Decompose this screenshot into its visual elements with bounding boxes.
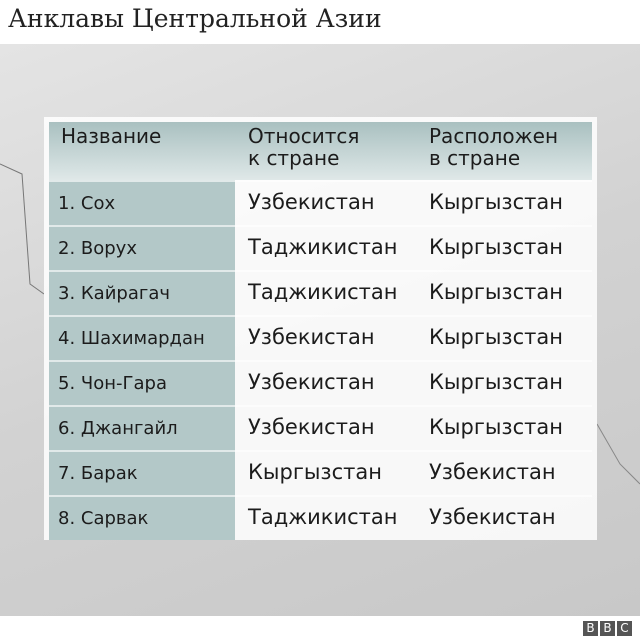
belongs-to-cell: Узбекистан [248,190,375,214]
located-in-cell: Узбекистан [429,505,556,529]
table-row [49,180,592,226]
column-header: Относится к стране [248,124,360,170]
name-cell: 4. Шахимардан [58,328,205,349]
located-in-cell: Кыргызстан [429,190,563,214]
name-cell: 3. Кайрагач [58,283,170,304]
table-row [49,495,592,541]
name-cell: 8. Сарвак [58,508,149,529]
column-header: Название [61,124,162,148]
column-header: Расположен в стране [429,124,559,170]
bbc-logo-b1: B [583,621,598,636]
table-row [49,315,592,361]
table-header [49,122,592,180]
table-row [49,225,592,271]
belongs-to-cell: Кыргызстан [248,460,382,484]
table-row [49,360,592,406]
located-in-cell: Кыргызстан [429,370,563,394]
table-row [49,270,592,316]
name-cell: 5. Чон-Гара [58,373,167,394]
footer [0,616,640,640]
located-in-cell: Кыргызстан [429,235,563,259]
located-in-cell: Кыргызстан [429,280,563,304]
table-row [49,405,592,451]
bbc-logo-b2: B [600,621,615,636]
belongs-to-cell: Таджикистан [248,235,398,259]
name-cell: 2. Ворух [58,238,137,259]
located-in-cell: Кыргызстан [429,415,563,439]
name-cell: 7. Барак [58,463,138,484]
country-border-lines [0,163,640,485]
name-cell: 1. Сох [58,193,116,214]
belongs-to-cell: Таджикистан [248,280,398,304]
bbc-logo-c: C [617,621,632,636]
page-title: Анклавы Центральной Азии [8,4,382,33]
belongs-to-cell: Узбекистан [248,325,375,349]
table-row [49,450,592,496]
enclaves-table: Название Относится к стране Расположен в с… [44,117,597,540]
belongs-to-cell: Узбекистан [248,370,375,394]
name-cell: 6. Джангайл [58,418,178,439]
located-in-cell: Кыргызстан [429,325,563,349]
belongs-to-cell: Узбекистан [248,415,375,439]
belongs-to-cell: Таджикистан [248,505,398,529]
located-in-cell: Узбекистан [429,460,556,484]
